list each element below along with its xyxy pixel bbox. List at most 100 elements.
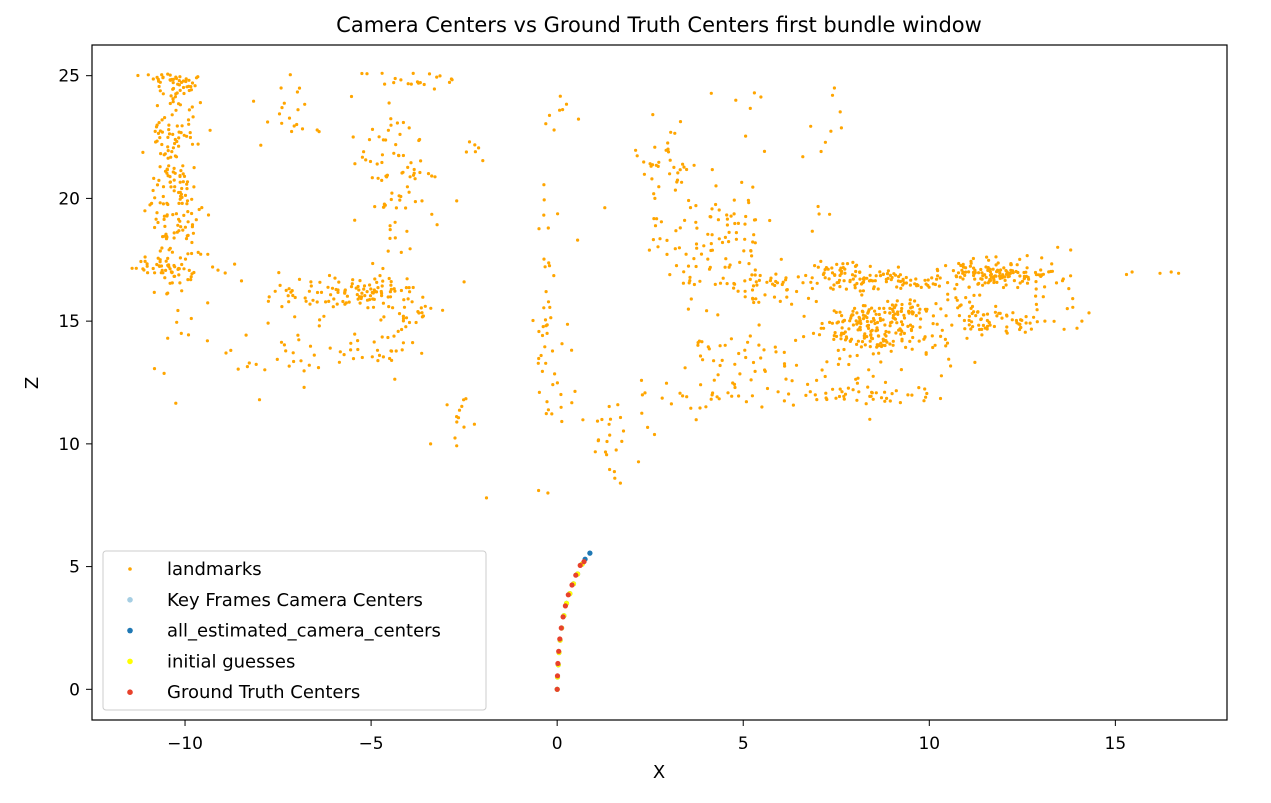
data-point [351, 357, 356, 361]
data-point [179, 225, 183, 229]
data-point [196, 142, 200, 146]
data-point [886, 299, 890, 303]
data-point [167, 248, 171, 252]
data-point [865, 335, 869, 339]
data-point [373, 205, 377, 209]
x-axis-label: X [653, 762, 665, 783]
data-point [593, 450, 597, 454]
data-point [600, 417, 604, 422]
data-point [331, 305, 335, 309]
data-point [866, 311, 870, 315]
data-point [171, 213, 175, 217]
data-point [411, 285, 415, 290]
data-point [273, 289, 277, 293]
data-point [836, 362, 841, 366]
data-point [618, 415, 623, 420]
data-point [378, 274, 382, 278]
data-point [386, 295, 390, 299]
data-point [360, 295, 364, 299]
data-point [986, 281, 990, 285]
data-point [828, 320, 832, 324]
data-point [652, 432, 657, 437]
data-point [783, 364, 787, 368]
data-point [182, 213, 186, 217]
data-point [176, 82, 180, 86]
data-point [726, 391, 730, 395]
data-point [418, 81, 422, 85]
data-point [141, 150, 145, 154]
data-point [621, 429, 626, 433]
data-point [949, 364, 953, 368]
data-point [815, 281, 819, 285]
data-point [994, 304, 998, 308]
data-point [678, 120, 683, 124]
data-point [651, 238, 656, 242]
data-point [1035, 320, 1039, 324]
data-point [635, 154, 639, 158]
data-point [555, 660, 561, 667]
data-point [696, 343, 700, 347]
data-point [388, 290, 392, 294]
data-point [955, 282, 959, 287]
data-point [917, 339, 921, 343]
data-point [460, 404, 464, 408]
data-point [160, 142, 164, 147]
data-point [995, 270, 999, 274]
data-point [172, 178, 176, 182]
data-point [404, 325, 408, 329]
data-point [881, 318, 885, 322]
data-point [389, 349, 393, 353]
data-point [866, 385, 870, 389]
data-point [136, 73, 140, 78]
data-point [581, 559, 587, 565]
data-point [191, 231, 195, 235]
data-point [166, 156, 170, 160]
data-point [908, 302, 912, 306]
data-point [335, 302, 339, 306]
data-point [143, 259, 147, 263]
data-point [540, 369, 545, 373]
data-point [869, 278, 873, 282]
data-point [923, 278, 927, 282]
series-0 [130, 71, 1181, 500]
data-point [560, 342, 564, 346]
data-point [555, 381, 560, 385]
data-point [389, 197, 393, 202]
data-point [998, 271, 1002, 275]
data-point [311, 298, 315, 302]
data-point [914, 277, 918, 281]
data-point [961, 277, 965, 281]
data-point [732, 382, 737, 386]
x-tick-label: −10 [167, 734, 203, 754]
data-point [968, 300, 972, 304]
data-point [692, 257, 696, 261]
data-point [709, 91, 713, 95]
data-point [732, 198, 736, 202]
data-point [156, 220, 160, 225]
data-point [840, 331, 844, 335]
data-point [188, 135, 192, 140]
data-point [747, 201, 751, 205]
data-point [156, 256, 160, 260]
data-point [820, 368, 824, 372]
data-point [790, 302, 794, 306]
chart-title: Camera Centers vs Ground Truth Centers f… [336, 13, 982, 37]
data-point [303, 102, 307, 106]
data-point [392, 334, 396, 338]
data-point [613, 476, 617, 480]
data-point [898, 327, 902, 331]
data-point [187, 78, 191, 82]
data-point [750, 288, 755, 292]
data-point [794, 363, 799, 367]
data-point [694, 418, 698, 422]
data-point [814, 299, 818, 304]
data-point [842, 397, 846, 401]
data-point [1062, 327, 1066, 331]
data-point [406, 165, 410, 169]
data-point [163, 152, 167, 156]
data-point [393, 220, 397, 224]
data-point [877, 306, 882, 310]
data-point [336, 290, 340, 294]
data-point [833, 331, 837, 335]
data-point [308, 344, 313, 348]
